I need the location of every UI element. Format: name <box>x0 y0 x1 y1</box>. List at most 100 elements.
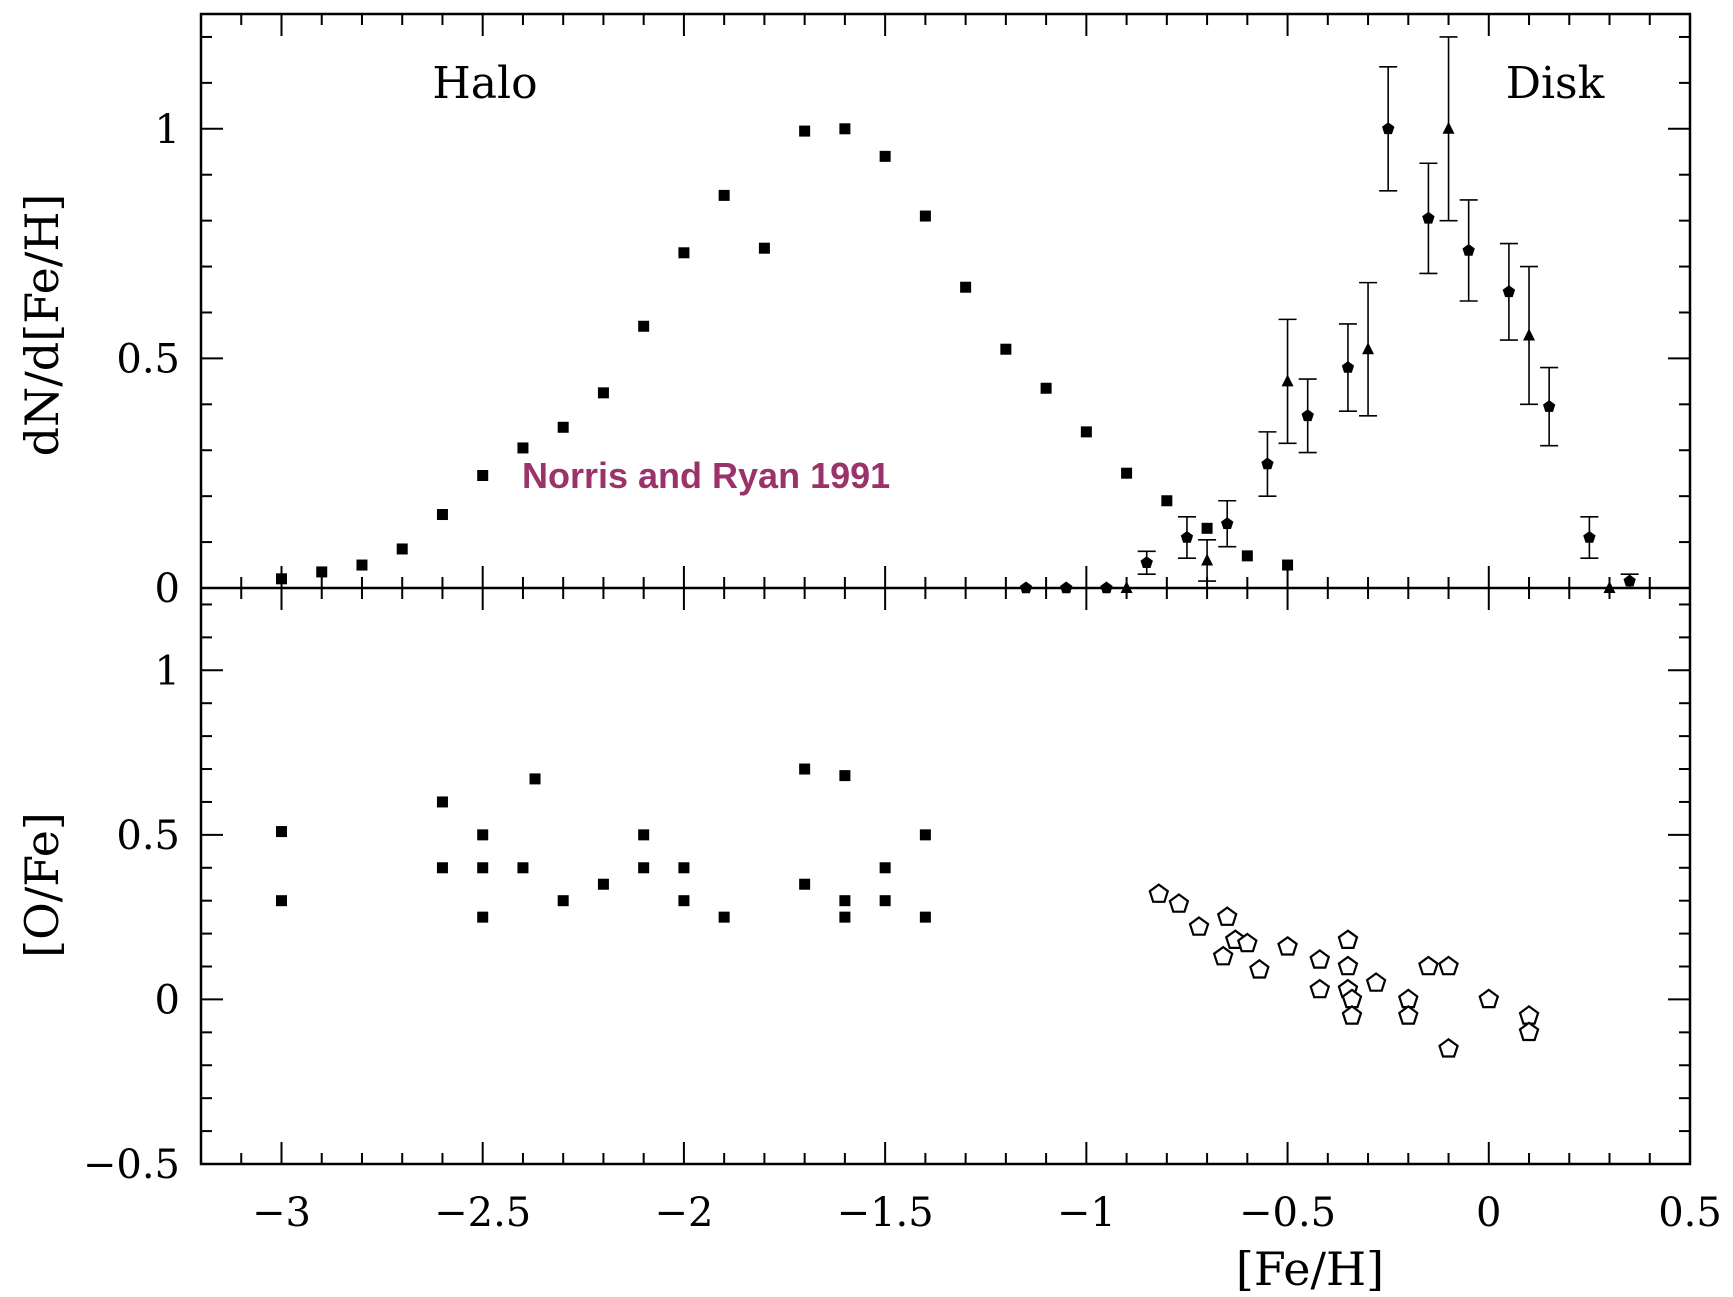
bottom-series-0-point-13 <box>678 862 690 874</box>
top-series-0-point-3 <box>396 543 408 555</box>
bottom-series-1-point-3 <box>1216 906 1238 926</box>
bottom-series-0-point-5 <box>477 862 489 874</box>
top-series-0-point-19 <box>1040 382 1052 394</box>
bottom-series-0-point-10 <box>597 878 609 890</box>
top-series-0-point-15 <box>879 150 891 162</box>
top-series-1-point-3 <box>1140 556 1153 568</box>
top-series-0-point-2 <box>356 559 368 571</box>
bottom-series-1-point-9 <box>1309 949 1331 969</box>
bottom-series-0-point-17 <box>799 878 811 890</box>
x-tick-label: −1.5 <box>837 1190 934 1236</box>
bottom-series-1-point-12 <box>1337 955 1359 976</box>
bottom-series-0-point-15 <box>718 911 730 923</box>
top-series-0-point-0 <box>275 573 287 585</box>
top-series-0-point-12 <box>758 242 770 254</box>
bottom-series-1-point-19 <box>1418 955 1439 976</box>
top-series-0-point-16 <box>919 210 931 222</box>
top-series-2-point-0 <box>1120 581 1133 593</box>
top-series-0-point-10 <box>678 247 690 259</box>
bottom-y-tick-label: 0.5 <box>116 813 180 859</box>
top-series-2-point-5 <box>1523 328 1536 341</box>
bottom-series-0-point-1 <box>275 895 287 907</box>
bottom-series-0-point-11 <box>638 829 650 841</box>
bottom-series-0-point-7 <box>517 862 529 874</box>
bottom-y-tick-label: 0 <box>155 977 180 1023</box>
bottom-series-1-point-17 <box>1398 988 1419 1009</box>
top-series-1-point-12 <box>1502 285 1516 298</box>
top-series-2-point-4 <box>1442 121 1455 134</box>
x-tick-label: −2 <box>654 1190 713 1236</box>
bottom-series-1-point-2 <box>1188 916 1210 936</box>
top-series-1-point-1 <box>1060 581 1073 594</box>
top-y-axis-label: dN/d[Fe/H] <box>15 194 69 457</box>
bottom-series-0-point-2 <box>436 796 448 808</box>
bottom-series-0-point-23 <box>919 829 931 841</box>
bottom-series-0-point-6 <box>477 911 489 923</box>
top-series-1-point-2 <box>1100 581 1113 594</box>
top-series-1-point-13 <box>1543 400 1556 412</box>
top-y-tick-label: 0.5 <box>116 336 180 382</box>
bottom-series-1-point-5 <box>1212 945 1234 966</box>
top-series-1-point-11 <box>1462 244 1475 256</box>
bottom-series-0-point-19 <box>839 895 851 907</box>
top-series-0-point-21 <box>1121 467 1133 479</box>
bottom-series-1-point-10 <box>1309 978 1331 999</box>
bottom-series-1-point-24 <box>1518 1021 1540 1042</box>
bottom-series-1-point-0 <box>1148 883 1170 903</box>
bottom-series-0-point-4 <box>477 829 489 841</box>
bottom-series-0-point-12 <box>638 862 650 874</box>
top-y-tick-label: 0 <box>155 566 180 612</box>
annotation-halo: Halo <box>432 58 537 109</box>
x-tick-label: −3 <box>252 1190 311 1236</box>
annotation-credit: Norris and Ryan 1991 <box>522 455 890 496</box>
annotation-disk: Disk <box>1506 58 1605 109</box>
top-series-0-point-18 <box>1000 343 1012 355</box>
top-series-1-point-10 <box>1422 211 1435 224</box>
top-series-0-point-1 <box>316 566 328 578</box>
top-series-0-point-20 <box>1080 426 1092 438</box>
bottom-y-tick-label: 1 <box>155 648 180 694</box>
top-series-2-point-3 <box>1362 342 1375 355</box>
bottom-series-0-point-20 <box>839 911 851 923</box>
x-axis-label: [Fe/H] <box>1236 1242 1384 1296</box>
top-series-1-point-9 <box>1382 122 1395 135</box>
top-series-2-point-2 <box>1281 374 1294 387</box>
bottom-series-0-point-8 <box>529 773 541 785</box>
top-series-0-point-25 <box>1282 559 1294 571</box>
x-tick-label: −2.5 <box>434 1190 531 1236</box>
top-series-1-point-8 <box>1341 361 1355 373</box>
bottom-series-1-point-8 <box>1277 935 1298 956</box>
top-series-0-point-11 <box>718 189 730 201</box>
bottom-series-0-point-22 <box>879 895 891 907</box>
bottom-series-0-point-3 <box>436 862 448 874</box>
bottom-series-1-point-6 <box>1237 932 1258 953</box>
bottom-series-1-point-11 <box>1337 929 1359 950</box>
top-series-1-point-4 <box>1180 531 1194 543</box>
bottom-series-0-point-24 <box>919 911 931 923</box>
x-tick-label: −0.5 <box>1239 1190 1336 1236</box>
bottom-y-tick-label: −0.5 <box>83 1142 180 1188</box>
bottom-y-axis-label: [O/Fe] <box>15 812 69 958</box>
chart-text: Halo Disk Norris and Ryan 1991 dN/d[Fe/H… <box>15 58 1722 1296</box>
bottom-series-1-point-16 <box>1365 972 1387 992</box>
top-series-0-point-22 <box>1161 495 1173 507</box>
top-y-tick-label: 1 <box>155 107 180 153</box>
bottom-series-1-point-22 <box>1478 988 1500 1009</box>
x-tick-label: 0 <box>1476 1190 1501 1236</box>
bottom-series-0-point-21 <box>879 862 891 874</box>
top-series-0-point-6 <box>517 442 529 454</box>
top-series-0-point-23 <box>1201 522 1213 534</box>
top-series-0-point-14 <box>839 123 851 135</box>
bottom-series-1-point-21 <box>1438 1037 1459 1058</box>
top-series-0-point-9 <box>638 320 650 332</box>
bottom-series-1-point-1 <box>1168 893 1190 913</box>
bottom-series-1-point-23 <box>1518 1005 1540 1025</box>
x-tick-label: 0.5 <box>1658 1190 1722 1236</box>
top-series-1-point-7 <box>1301 409 1314 422</box>
top-series-0-point-7 <box>557 421 569 433</box>
plot-frames <box>199 12 1692 1166</box>
top-series-1-point-14 <box>1583 531 1596 543</box>
bottom-series-1-point-15 <box>1341 1005 1363 1025</box>
top-series-0-point-17 <box>960 281 972 293</box>
